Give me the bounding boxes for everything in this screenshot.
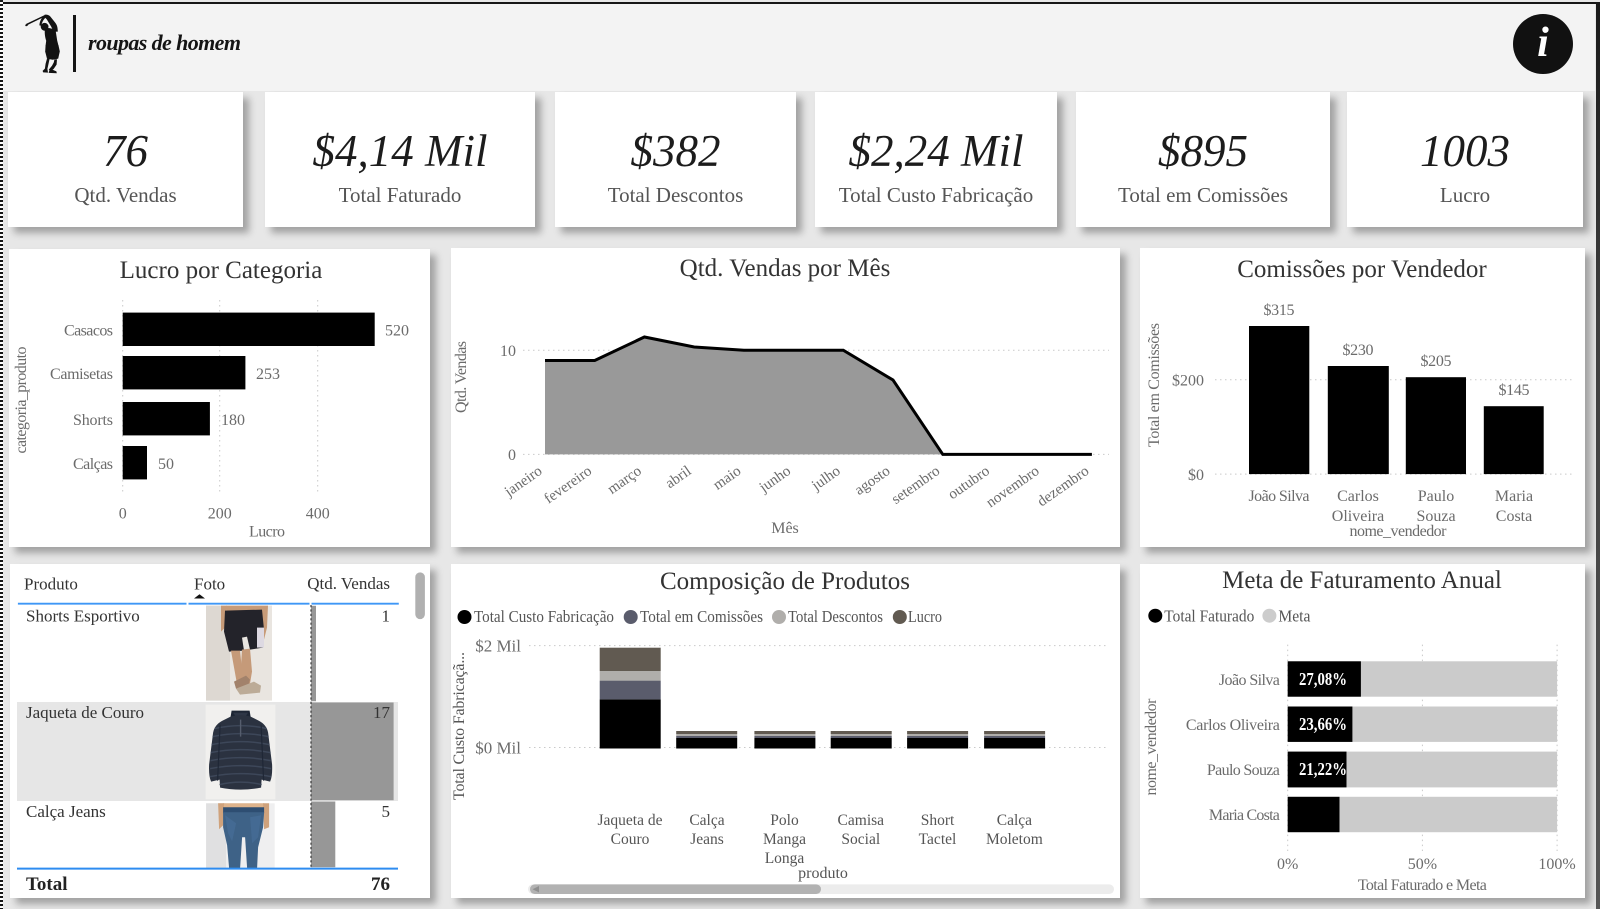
svg-text:nome_vendedor: nome_vendedor (1350, 523, 1448, 540)
svg-text:novembro: novembro (983, 463, 1042, 511)
svg-text:Total: Total (26, 874, 68, 895)
svg-text:Qtd. Vendas por Mês: Qtd. Vendas por Mês (680, 255, 891, 282)
svg-text:17: 17 (373, 703, 391, 722)
svg-text:Couro: Couro (611, 831, 650, 848)
svg-text:$315: $315 (1264, 302, 1295, 319)
svg-text:Short: Short (921, 812, 955, 829)
svg-text:Total Faturado e Meta: Total Faturado e Meta (1358, 877, 1487, 894)
svg-text:253: 253 (256, 366, 280, 383)
svg-text:Composição de Produtos: Composição de Produtos (660, 569, 910, 595)
svg-text:Paulo: Paulo (1418, 488, 1454, 505)
svg-text:Total Faturado: Total Faturado (1164, 607, 1254, 626)
svg-text:Qtd. Vendas: Qtd. Vendas (307, 574, 390, 593)
svg-text:Meta: Meta (1278, 607, 1310, 626)
svg-text:João Silva: João Silva (1249, 488, 1310, 505)
svg-text:Total Descontos: Total Descontos (788, 607, 883, 626)
svg-text:Casacos: Casacos (64, 323, 113, 340)
svg-text:Calças: Calças (73, 456, 113, 473)
svg-text:Jaqueta de Couro: Jaqueta de Couro (26, 703, 144, 722)
svg-text:Moletom: Moletom (986, 831, 1043, 848)
svg-text:Jeans: Jeans (690, 831, 724, 848)
svg-text:Carlos: Carlos (1337, 488, 1379, 505)
svg-text:Comissões por Vendedor: Comissões por Vendedor (1237, 256, 1487, 283)
svg-text:Lucro: Lucro (908, 607, 942, 626)
svg-text:Oliveira: Oliveira (1332, 508, 1384, 525)
svg-text:dezembro: dezembro (1035, 463, 1093, 510)
svg-text:Mês: Mês (771, 520, 799, 537)
svg-text:nome_vendedor: nome_vendedor (1143, 698, 1160, 796)
svg-text:50: 50 (158, 456, 174, 473)
svg-text:setembro: setembro (889, 463, 943, 508)
svg-text:520: 520 (385, 323, 409, 340)
svg-text:Total Custo Fabricaçã...: Total Custo Fabricaçã... (451, 652, 468, 800)
svg-text:1: 1 (382, 607, 391, 626)
svg-text:Total em Comissões: Total em Comissões (1146, 323, 1163, 447)
svg-text:23,66%: 23,66% (1299, 714, 1347, 734)
svg-text:$145: $145 (1499, 382, 1530, 399)
svg-text:agosto: agosto (852, 463, 893, 499)
svg-text:21,22%: 21,22% (1299, 759, 1347, 779)
svg-text:$0 Mil: $0 Mil (475, 739, 521, 758)
svg-text:$230: $230 (1343, 342, 1374, 359)
svg-text:0%: 0% (1277, 856, 1298, 873)
svg-text:João Silva: João Silva (1219, 672, 1280, 689)
svg-text:janeiro: janeiro (501, 463, 545, 501)
svg-text:Camisa: Camisa (838, 812, 885, 829)
svg-text:produto: produto (798, 865, 848, 882)
svg-text:Total Custo Fabricação: Total Custo Fabricação (474, 607, 614, 626)
svg-text:Total em Comissões: Total em Comissões (640, 607, 763, 626)
svg-text:Tactel: Tactel (919, 831, 957, 848)
svg-text:Meta de Faturamento Anual: Meta de Faturamento Anual (1222, 569, 1502, 594)
svg-text:Shorts: Shorts (73, 412, 113, 429)
svg-text:junho: junho (756, 463, 794, 496)
svg-text:Calça: Calça (689, 812, 724, 829)
svg-text:10: 10 (500, 343, 516, 360)
svg-text:180: 180 (221, 412, 245, 429)
svg-text:$205: $205 (1421, 353, 1452, 370)
svg-text:100%: 100% (1538, 856, 1575, 873)
svg-text:Paulo Souza: Paulo Souza (1207, 762, 1280, 779)
svg-text:Polo: Polo (770, 812, 799, 829)
svg-text:Maria Costa: Maria Costa (1209, 807, 1280, 824)
svg-text:Carlos Oliveira: Carlos Oliveira (1186, 717, 1280, 734)
svg-text:76: 76 (371, 874, 390, 895)
svg-text:Camisetas: Camisetas (50, 366, 113, 383)
svg-text:Social: Social (841, 831, 880, 848)
svg-text:27,08%: 27,08% (1299, 669, 1347, 689)
svg-text:$200: $200 (1172, 373, 1204, 390)
svg-text:Manga: Manga (763, 831, 806, 848)
svg-text:categoria_produto: categoria_produto (13, 347, 30, 454)
svg-text:Maria: Maria (1495, 488, 1533, 505)
svg-text:$2 Mil: $2 Mil (475, 637, 521, 656)
svg-text:200: 200 (208, 506, 232, 523)
svg-text:0: 0 (119, 506, 127, 523)
svg-text:abril: abril (663, 463, 695, 492)
svg-text:julho: julho (808, 463, 843, 494)
svg-text:$0: $0 (1188, 467, 1204, 484)
svg-text:Shorts Esportivo: Shorts Esportivo (26, 607, 140, 626)
svg-text:maio: maio (710, 463, 744, 493)
svg-text:400: 400 (306, 506, 330, 523)
svg-text:Longa: Longa (765, 850, 805, 867)
svg-text:50%: 50% (1408, 856, 1437, 873)
svg-text:Qtd. Vendas: Qtd. Vendas (453, 341, 470, 413)
svg-text:Lucro por Categoria: Lucro por Categoria (120, 257, 323, 284)
svg-text:Foto: Foto (194, 575, 225, 594)
svg-text:março: março (605, 463, 645, 498)
svg-text:Calça Jeans: Calça Jeans (26, 802, 106, 821)
svg-text:0: 0 (508, 447, 516, 464)
svg-text:Produto: Produto (24, 575, 78, 594)
svg-text:Lucro: Lucro (249, 524, 285, 541)
svg-text:Jaqueta de: Jaqueta de (598, 812, 663, 829)
svg-text:5: 5 (382, 802, 391, 821)
svg-text:fevereiro: fevereiro (541, 463, 595, 507)
svg-text:Costa: Costa (1496, 508, 1532, 525)
svg-text:Souza: Souza (1416, 508, 1455, 525)
svg-text:Calça: Calça (997, 812, 1032, 829)
